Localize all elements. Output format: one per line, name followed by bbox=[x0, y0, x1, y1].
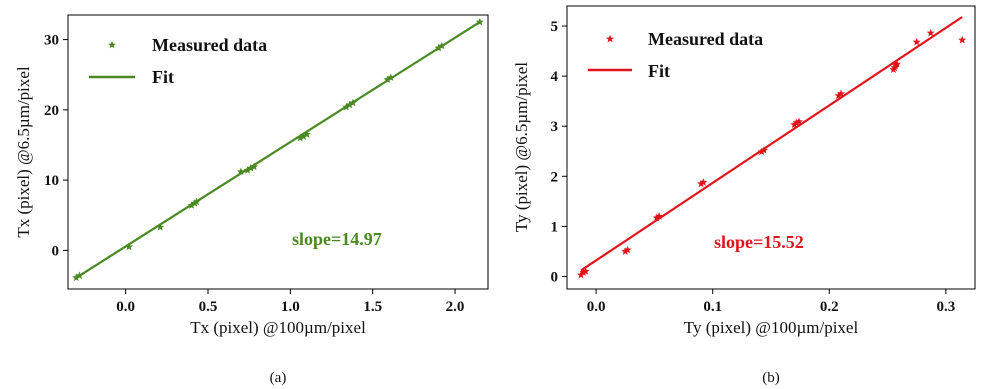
data-point bbox=[475, 17, 484, 26]
data-point bbox=[192, 197, 201, 206]
data-point bbox=[236, 167, 245, 176]
plot-frame-b bbox=[566, 5, 976, 290]
fit-line-b bbox=[580, 16, 963, 272]
data-point bbox=[386, 73, 395, 81]
data-point bbox=[348, 98, 357, 107]
data-point bbox=[342, 102, 351, 111]
data-point bbox=[434, 43, 443, 52]
x-tick-label: 0.0 bbox=[587, 299, 606, 315]
data-point bbox=[912, 37, 921, 46]
data-point bbox=[655, 212, 664, 220]
y-tick-label: 2 bbox=[551, 169, 559, 185]
data-point bbox=[437, 41, 446, 50]
data-point bbox=[652, 213, 661, 222]
axis-ticks-b: 0.0 0.1 0.2 0.3 0 1 2 3 4 5 bbox=[551, 19, 956, 315]
data-point bbox=[836, 89, 845, 98]
data-point bbox=[623, 245, 632, 254]
y-tick-label: 5 bbox=[551, 19, 559, 35]
data-point bbox=[697, 179, 706, 188]
data-point bbox=[124, 242, 133, 251]
legend-label-measured-b: Measured data bbox=[648, 29, 763, 49]
caption-a: (a) bbox=[270, 370, 287, 386]
data-point bbox=[296, 133, 305, 142]
data-point bbox=[302, 130, 311, 138]
x-axis-label-a: Tx (pixel) @100µm/pixel bbox=[190, 318, 366, 337]
legend-star-marker bbox=[606, 34, 614, 43]
data-point bbox=[72, 273, 81, 282]
data-point bbox=[75, 271, 84, 280]
data-point bbox=[243, 166, 252, 174]
y-tick-label: 10 bbox=[44, 173, 59, 189]
y-tick-label: 0 bbox=[52, 243, 60, 259]
data-point bbox=[383, 75, 392, 84]
data-point bbox=[576, 270, 585, 279]
data-point bbox=[760, 146, 768, 154]
data-point bbox=[792, 118, 801, 127]
legend-b: Measured data Fit bbox=[588, 29, 763, 81]
data-point bbox=[250, 162, 259, 171]
data-point bbox=[299, 132, 308, 140]
legend-star-marker bbox=[108, 40, 116, 49]
data-point bbox=[794, 117, 803, 126]
data-point bbox=[187, 201, 196, 209]
y-tick-label: 1 bbox=[551, 219, 559, 235]
x-tick-label: 0.1 bbox=[703, 299, 722, 315]
fit-line-a bbox=[75, 21, 481, 279]
data-point bbox=[892, 59, 901, 68]
x-tick-label: 0.5 bbox=[199, 299, 218, 315]
legend-a: Measured data Fit bbox=[89, 35, 267, 87]
x-tick-label: 1.0 bbox=[281, 299, 300, 315]
data-point bbox=[581, 267, 590, 275]
y-axis-label-a: Tx (pixel) @6.5µm/pixel bbox=[14, 66, 33, 238]
plot-frame-a bbox=[67, 14, 489, 290]
measured-points-b bbox=[576, 28, 967, 279]
y-tick-label: 4 bbox=[551, 69, 559, 85]
data-point bbox=[345, 100, 354, 109]
data-point bbox=[757, 147, 766, 156]
x-tick-label: 0.3 bbox=[936, 299, 955, 315]
chart-panel-a: 0.0 0.5 1.0 1.5 2.0 0 10 20 30 Measured data Fit… bbox=[14, 14, 489, 386]
data-point bbox=[246, 163, 255, 172]
data-point bbox=[790, 120, 799, 129]
fit-line-segment bbox=[75, 21, 481, 279]
data-point bbox=[699, 178, 708, 186]
axis-ticks-a: 0.0 0.5 1.0 1.5 2.0 0 10 20 30 bbox=[44, 33, 464, 315]
data-point bbox=[156, 222, 165, 231]
legend-marker-measured-b bbox=[606, 34, 614, 43]
data-point bbox=[958, 35, 967, 44]
x-axis-label-b: Ty (pixel) @100µm/pixel bbox=[684, 318, 859, 337]
y-axis-label-b: Ty (pixel) @6.5µm/pixel bbox=[512, 62, 531, 232]
y-tick-label: 20 bbox=[44, 103, 59, 119]
y-tick-label: 0 bbox=[551, 269, 559, 285]
data-point bbox=[926, 28, 935, 37]
x-tick-label: 0.0 bbox=[116, 299, 135, 315]
fit-line-segment bbox=[580, 16, 963, 272]
slope-annotation-b: slope=15.52 bbox=[714, 232, 804, 252]
measured-points-a bbox=[72, 17, 484, 282]
legend-marker-measured-a bbox=[108, 40, 116, 49]
legend-label-measured-a: Measured data bbox=[152, 35, 267, 55]
y-tick-label: 3 bbox=[551, 119, 559, 135]
caption-b: (b) bbox=[762, 370, 780, 386]
chart-panel-b: 0.0 0.1 0.2 0.3 0 1 2 3 4 5 Measured data Fit slo… bbox=[512, 5, 976, 386]
x-tick-label: 1.5 bbox=[363, 299, 382, 315]
data-point bbox=[621, 247, 630, 255]
y-tick-label: 30 bbox=[44, 33, 59, 49]
data-point bbox=[834, 91, 843, 100]
data-point bbox=[579, 268, 588, 276]
x-tick-label: 2.0 bbox=[446, 299, 465, 315]
x-tick-label: 0.2 bbox=[820, 299, 839, 315]
legend-label-fit-a: Fit bbox=[152, 67, 174, 87]
slope-annotation-a: slope=14.97 bbox=[292, 229, 382, 249]
legend-label-fit-b: Fit bbox=[648, 61, 670, 81]
